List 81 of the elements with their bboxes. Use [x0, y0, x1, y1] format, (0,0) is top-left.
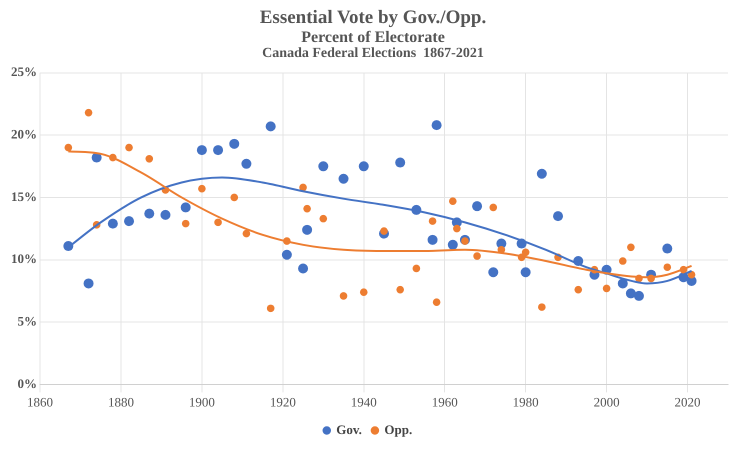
point	[182, 220, 190, 228]
y-tick-label: 20%	[11, 126, 37, 142]
point	[242, 230, 250, 238]
point	[266, 304, 274, 312]
x-tick-label: 1960	[432, 394, 458, 410]
point	[160, 210, 170, 220]
point	[282, 250, 292, 260]
point	[461, 237, 469, 245]
x-tick-label: 1880	[108, 394, 134, 410]
point	[214, 218, 222, 226]
point	[634, 290, 644, 301]
y-tick-label: 0%	[18, 376, 37, 391]
chart-subtitle: Percent of Electorate	[300, 28, 446, 46]
y-tick-label: 10%	[11, 250, 37, 266]
point	[229, 138, 240, 149]
point	[618, 257, 627, 265]
point	[180, 202, 191, 212]
point	[395, 157, 406, 168]
point	[198, 184, 206, 192]
point	[488, 267, 498, 278]
point	[536, 168, 547, 179]
point	[448, 240, 458, 250]
x-tick-label: 1920	[270, 394, 296, 410]
y-tick-label: 5%	[18, 313, 37, 328]
point	[64, 144, 72, 152]
point	[213, 144, 224, 155]
point	[428, 234, 438, 245]
legend-label: Opp.	[384, 422, 412, 437]
point	[124, 216, 134, 226]
point	[338, 174, 349, 184]
point	[574, 286, 582, 294]
point	[453, 224, 461, 232]
point	[618, 278, 628, 288]
point	[626, 288, 636, 298]
x-tick-label: 1980	[512, 394, 539, 410]
point	[340, 292, 348, 300]
point	[663, 263, 672, 271]
point	[303, 204, 311, 212]
point	[472, 201, 482, 212]
point	[473, 252, 481, 260]
point	[358, 161, 369, 172]
point	[144, 208, 154, 219]
legend-label: Gov.	[336, 422, 362, 437]
y-tick-label: 15%	[11, 188, 37, 204]
point	[298, 263, 308, 274]
point	[449, 197, 457, 205]
point	[662, 243, 672, 254]
point	[360, 288, 368, 296]
point	[230, 194, 238, 202]
point	[432, 120, 442, 130]
point	[412, 264, 420, 272]
point	[380, 227, 388, 235]
point	[84, 108, 92, 116]
point	[602, 284, 610, 292]
point	[520, 267, 531, 278]
chart-title: Essential Vote by Gov./Opp.	[258, 7, 488, 29]
y-tick-label: 25%	[11, 64, 37, 80]
point	[84, 278, 94, 288]
x-tick-label: 1900	[188, 394, 215, 410]
x-tick-label: 2000	[594, 394, 620, 410]
point	[319, 214, 328, 222]
point	[538, 303, 546, 311]
point	[428, 217, 436, 225]
point	[196, 144, 207, 155]
point	[241, 158, 252, 169]
point	[522, 248, 530, 256]
text: Canada Federal Elections 1867-2021	[261, 46, 485, 62]
point	[302, 224, 312, 235]
point	[553, 211, 564, 222]
point	[145, 154, 154, 162]
x-tick-label: 1860	[27, 394, 53, 410]
point	[489, 203, 498, 212]
point	[627, 243, 635, 251]
point	[125, 144, 133, 152]
x-tick-label: 2020	[674, 394, 701, 410]
point	[432, 298, 440, 306]
point	[318, 161, 328, 172]
point	[266, 121, 276, 132]
point	[396, 286, 404, 294]
x-tick-label: 1940	[350, 394, 377, 410]
point	[108, 218, 118, 228]
